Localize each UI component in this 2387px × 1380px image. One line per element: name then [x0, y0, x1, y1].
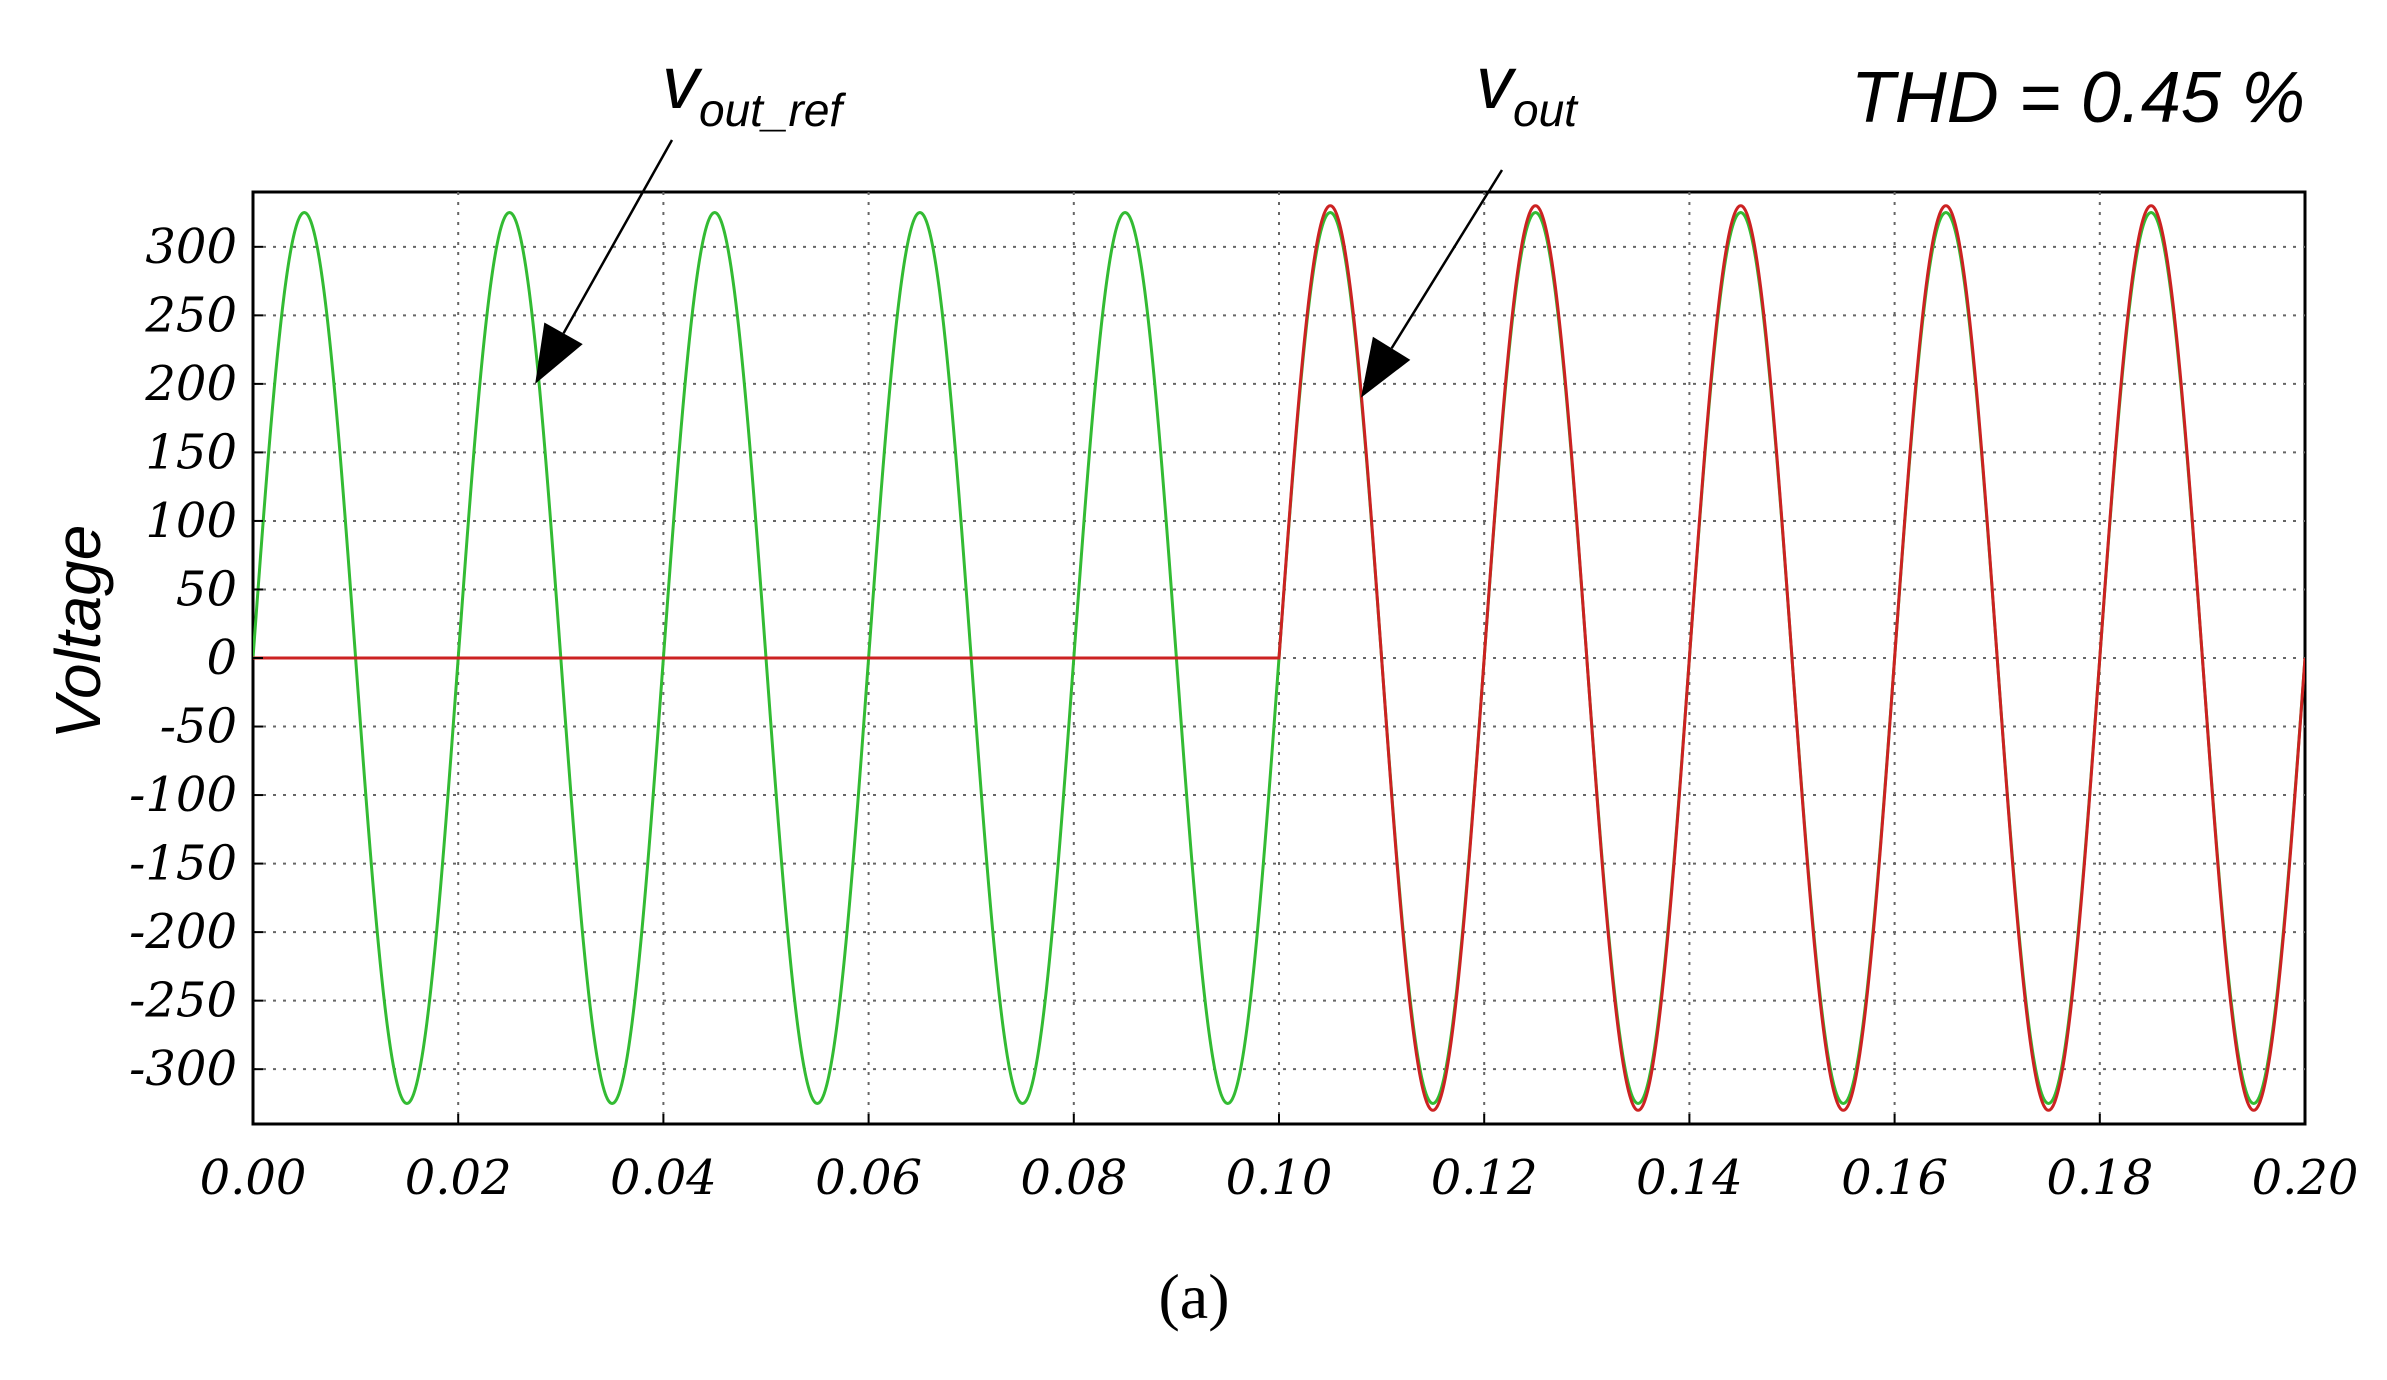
x-tick-label: 0.10 [1226, 1150, 1333, 1206]
y-tick-label: -150 [129, 836, 237, 892]
annotation-vout-ref: vout_ref [535, 41, 846, 384]
x-tick-label: 0.14 [1636, 1150, 1743, 1206]
y-tick-label: -250 [129, 973, 237, 1029]
y-axis-label: Voltage [42, 525, 114, 740]
annotation-vout: vout [1361, 41, 1579, 398]
ref-arrow-head [535, 322, 583, 384]
x-axis: 0.00 0.02 0.04 0.06 0.08 0.10 0.12 0.14 0.16 0.18… [200, 1114, 2359, 1206]
y-tick-label: -200 [129, 904, 237, 960]
y-tick-label: 300 [145, 219, 237, 275]
x-tick-label: 0.00 [200, 1150, 307, 1206]
y-tick-label: 0 [206, 630, 237, 686]
series-group [253, 204, 2305, 1112]
x-tick-label: 0.18 [2046, 1150, 2153, 1206]
y-tick-label: -300 [129, 1041, 237, 1097]
y-axis: 300 250 200 150 100 50 0 -50 -100 -150 -200 -250 -30… [129, 219, 263, 1097]
thd-label: THD = 0.45 % [1851, 58, 2305, 138]
x-tick-label: 0.04 [610, 1150, 717, 1206]
svg-text:vout_ref: vout_ref [662, 41, 846, 136]
y-tick-label: 250 [144, 287, 237, 343]
ref-label-sub: out_ref [699, 84, 846, 136]
y-tick-label: -100 [129, 767, 237, 823]
figure-caption: (a) [1158, 1261, 1229, 1332]
y-tick-label: 50 [176, 561, 237, 617]
out-arrow-line [1390, 169, 1504, 349]
svg-text:vout: vout [1476, 41, 1579, 136]
y-tick-label: 200 [144, 356, 237, 412]
x-tick-label: 0.12 [1431, 1150, 1538, 1206]
x-tick-label: 0.06 [815, 1150, 922, 1206]
x-tick-label: 0.16 [1841, 1150, 1948, 1206]
out-label-sub: out [1513, 84, 1579, 136]
x-tick-label: 0.08 [1020, 1150, 1127, 1206]
ref-label-main: v [662, 41, 703, 124]
y-tick-label: -50 [160, 699, 237, 755]
series-line-v-out [253, 204, 2305, 1112]
y-tick-label: 150 [145, 424, 237, 480]
y-tick-label: 100 [145, 493, 237, 549]
ref-arrow-line [562, 139, 674, 334]
out-label-main: v [1476, 41, 1517, 124]
x-tick-label: 0.20 [2252, 1150, 2359, 1206]
plot-area: 0.00 0.02 0.04 0.06 0.08 0.10 0.12 0.14 0.16 0.18… [129, 190, 2359, 1206]
x-tick-label: 0.02 [405, 1150, 512, 1206]
out-arrow-head [1361, 336, 1411, 398]
